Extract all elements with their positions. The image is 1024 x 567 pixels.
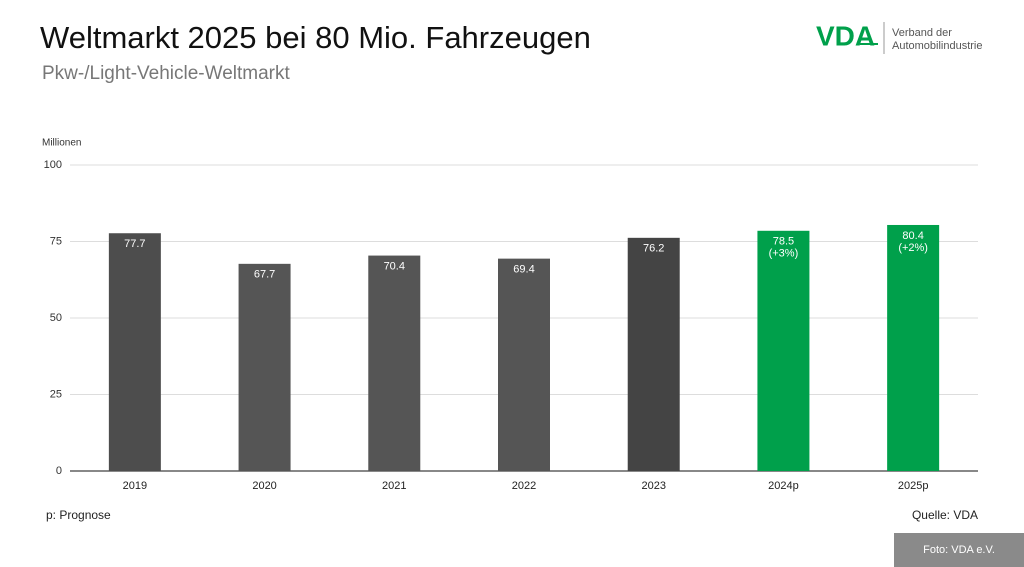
y-tick-label: 100 (44, 159, 62, 171)
value-label: 67.7 (254, 269, 275, 281)
value-label: 77.7 (124, 238, 145, 250)
logo: VDA (816, 20, 875, 51)
x-tick-label: 2020 (252, 480, 276, 492)
value-label: 70.4 (384, 260, 405, 272)
bar (498, 258, 550, 471)
value-label: 76.2 (643, 243, 664, 255)
title: Weltmarkt 2025 bei 80 Mio. Fahrzeugen (40, 20, 591, 55)
x-tick-label: 2025p (898, 480, 929, 492)
value-label: (+3%) (769, 248, 799, 260)
source: Quelle: VDA (912, 508, 978, 522)
value-label: 80.4 (902, 230, 923, 242)
org-name: Verband der (892, 27, 952, 39)
x-tick-label: 2023 (641, 480, 665, 492)
x-tick-label: 2022 (512, 480, 536, 492)
photo-credit: Foto: VDA e.V. (923, 544, 995, 556)
value-label: (+2%) (898, 242, 928, 254)
y-axis-label: Millionen (42, 138, 81, 149)
y-tick-label: 75 (50, 235, 62, 247)
bar (238, 263, 291, 471)
credit-box (894, 533, 1024, 567)
value-label: 78.5 (773, 236, 794, 248)
y-tick-label: 25 (50, 388, 62, 400)
bar (108, 233, 161, 471)
bar (757, 230, 810, 471)
bar (627, 237, 680, 471)
bar (887, 224, 940, 471)
x-tick-label: 2019 (123, 480, 147, 492)
org-name: Automobilindustrie (892, 40, 983, 52)
y-tick-label: 50 (50, 312, 62, 324)
y-tick-label: 0 (56, 465, 62, 477)
value-label: 69.4 (513, 264, 534, 276)
subtitle: Pkw-/Light-Vehicle-Weltmarkt (42, 63, 291, 84)
x-tick-label: 2021 (382, 480, 406, 492)
x-tick-label: 2024p (768, 480, 799, 492)
bar (368, 255, 421, 471)
footnote: p: Prognose (46, 508, 111, 522)
